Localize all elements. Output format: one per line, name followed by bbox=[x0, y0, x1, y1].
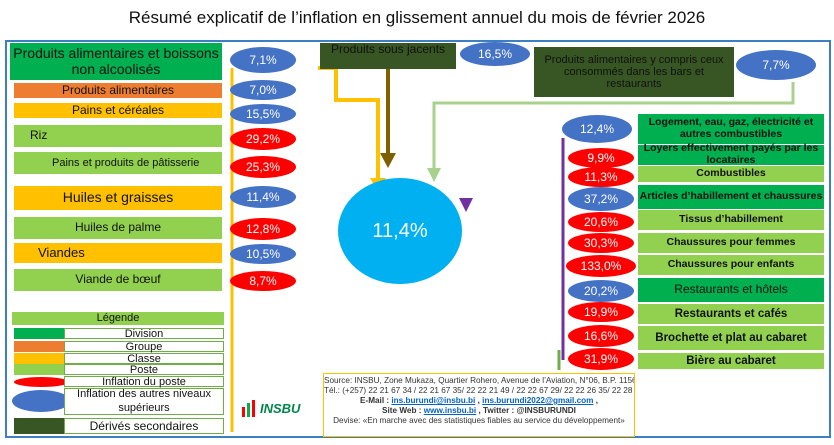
value-oval: 11,3% bbox=[568, 167, 634, 187]
outer-frame bbox=[5, 40, 831, 438]
value-oval: 30,3% bbox=[568, 233, 634, 253]
value-oval: 12,4% bbox=[562, 115, 632, 143]
value-oval: 133,0% bbox=[566, 255, 636, 277]
right-item-division-logement: Logement, eau, gaz, électricité et autre… bbox=[638, 114, 824, 144]
left-item-classe-huiles: Huiles et graisses bbox=[14, 186, 222, 210]
value-oval: 20,6% bbox=[568, 212, 634, 232]
brown-arrowhead bbox=[380, 153, 396, 168]
left-item-groupe: Produits alimentaires bbox=[14, 83, 222, 98]
value-oval: 7,0% bbox=[230, 80, 296, 100]
purple-arrowhead bbox=[459, 198, 473, 212]
value-oval: 31,9% bbox=[568, 348, 634, 370]
left-item-poste-palme: Huiles de palme bbox=[14, 217, 222, 239]
value-oval: 7,1% bbox=[230, 47, 296, 73]
value-oval: 12,8% bbox=[230, 218, 296, 240]
value-oval: 8,7% bbox=[230, 271, 296, 291]
legend-label-classe: Classe bbox=[64, 353, 224, 365]
value-oval: 19,9% bbox=[568, 302, 634, 322]
right-item-division-restaurants: Restaurants et hôtels bbox=[638, 278, 824, 302]
source-line1: Source: INSBU, Zone Mukaza, Quartier Roh… bbox=[324, 376, 635, 385]
legend-label-inflation-poste: Inflation du poste bbox=[64, 376, 224, 388]
value-oval: 20,2% bbox=[568, 280, 634, 302]
email-link-2[interactable]: ins.burundi2022@gmail.com bbox=[482, 396, 594, 405]
source-site: Site Web : www.insbu.bi , Twitter : @INS… bbox=[382, 406, 576, 415]
value-oval: 25,3% bbox=[230, 156, 296, 178]
left-item-classe-viandes: Viandes bbox=[14, 243, 222, 263]
left-item-poste-riz: Riz bbox=[14, 125, 222, 147]
right-item-tissus: Tissus d’habillement bbox=[638, 210, 824, 230]
logo-emblem-icon bbox=[242, 400, 255, 417]
left-item-classe-pains: Pains et céréales bbox=[14, 103, 222, 118]
legend-swatch-derives bbox=[14, 418, 69, 434]
right-item-biere: Bière au cabaret bbox=[638, 353, 824, 369]
source-devise: Devise: «En marche avec des statistiques… bbox=[333, 416, 625, 425]
insbu-logo: INSBU bbox=[240, 398, 318, 418]
sous-jacents-box: Produits sous jacents bbox=[320, 42, 456, 69]
right-item-combustibles: Combustibles bbox=[638, 166, 824, 182]
page-title: Résumé explicatif de l’inflation en glis… bbox=[128, 8, 706, 27]
right-item-division-habillement: Articles d’habillement et chaussures bbox=[638, 185, 824, 209]
website-link[interactable]: www.insbu.bi bbox=[423, 406, 477, 415]
value-oval: 15,5% bbox=[230, 104, 296, 124]
right-item-brochette: Brochette et plat au cabaret bbox=[638, 326, 824, 350]
center-inflation-circle: 11,4% bbox=[338, 178, 462, 284]
value-oval: 37,2% bbox=[568, 187, 634, 211]
left-item-division: Produits alimentaires et boissons non al… bbox=[10, 43, 222, 80]
source-footer: Source: INSBU, Zone Mukaza, Quartier Roh… bbox=[323, 373, 635, 437]
right-item-restaurants-cafes: Restaurants et cafés bbox=[638, 304, 824, 324]
legend-swatch-division bbox=[14, 328, 69, 339]
email-link-1[interactable]: ins.burundi@insbu.bi bbox=[391, 396, 476, 405]
legend-title: Légende bbox=[12, 312, 224, 325]
source-line2: Tél.: (+257) 22 21 67 34 / 22 21 67 35/ … bbox=[324, 386, 635, 395]
legend-swatch-inflation-superieurs bbox=[12, 390, 70, 412]
bars-restaurants-value-oval: 7,7% bbox=[736, 50, 816, 80]
legend-label-groupe: Groupe bbox=[64, 341, 224, 353]
light-green-arrow bbox=[432, 82, 795, 170]
value-oval: 29,2% bbox=[230, 128, 296, 150]
light-green-arrowhead bbox=[427, 168, 441, 182]
legend-swatch-classe bbox=[14, 353, 69, 364]
value-oval: 9,9% bbox=[568, 148, 634, 168]
right-item-loyers: Loyers effectivement payés par les locat… bbox=[638, 143, 824, 166]
left-item-poste-patisserie: Pains et produits de pâtisserie bbox=[14, 152, 222, 174]
legend-label-division: Division bbox=[64, 328, 224, 340]
value-oval: 10,5% bbox=[230, 244, 296, 264]
legend-label-inflation-superieurs: Inflation des autres niveaux supérieurs bbox=[64, 388, 224, 415]
right-item-chaussures-femmes: Chaussures pour femmes bbox=[638, 233, 824, 253]
sous-jacents-value-oval: 16,5% bbox=[460, 42, 530, 66]
legend-swatch-inflation-poste bbox=[14, 377, 69, 387]
legend-swatch-poste bbox=[14, 364, 69, 375]
left-item-poste-boeuf: Viande de bœuf bbox=[14, 269, 222, 291]
legend-swatch-groupe bbox=[14, 341, 69, 352]
bars-restaurants-box: Produits alimentaires y compris ceux con… bbox=[534, 47, 734, 97]
legend-label-poste: Poste bbox=[64, 364, 224, 376]
source-email: E-Mail : ins.burundi@insbu.bi , ins.buru… bbox=[360, 396, 598, 405]
legend-label-derives: Dérivés secondaires bbox=[64, 418, 224, 434]
value-oval: 11,4% bbox=[230, 186, 296, 208]
yellow-arrow bbox=[318, 66, 380, 180]
value-oval: 16,6% bbox=[568, 325, 634, 347]
right-item-chaussures-enfants: Chaussures pour enfants bbox=[638, 255, 824, 275]
